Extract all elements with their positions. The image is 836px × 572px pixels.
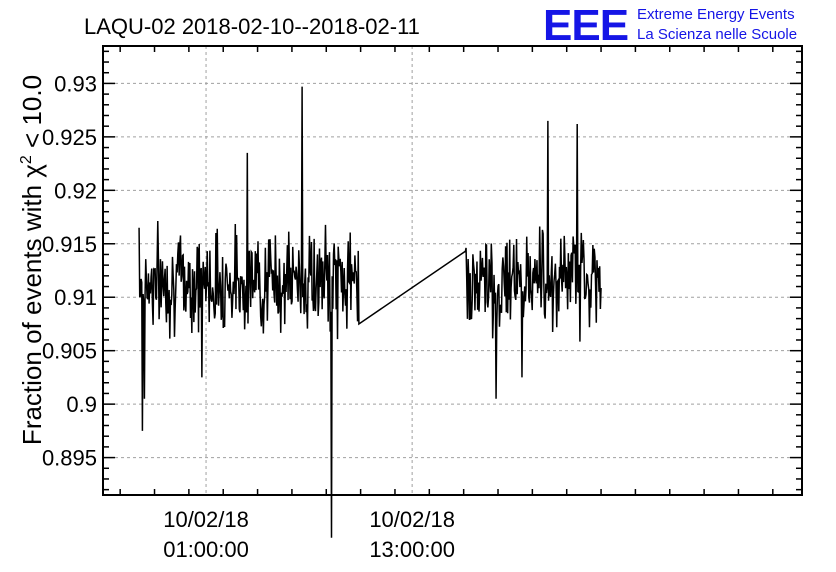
y-tick-label: 0.91 — [54, 285, 97, 310]
y-tick-label: 0.93 — [54, 71, 97, 96]
y-axis-label-suffix: < 10.0 — [17, 75, 47, 155]
plot-frame — [102, 45, 803, 496]
y-tick-label: 0.925 — [42, 125, 97, 150]
x-tick-labels: 10/02/18 01:00:00 10/02/18 13:00:00 — [163, 507, 455, 562]
x-tick-label-time: 01:00:00 — [163, 537, 249, 562]
data-series-line — [138, 86, 602, 538]
x-tick-label-date: 10/02/18 — [369, 507, 455, 532]
chart-title: LAQU-02 2018-02-10--2018-02-11 — [84, 14, 420, 39]
eee-logo-line2: La Scienza nelle Scuole — [637, 26, 797, 43]
y-axis-label-main: Fraction of events with χ — [17, 164, 47, 445]
axes — [102, 45, 803, 496]
y-tick-label: 0.915 — [42, 232, 97, 257]
eee-logo-line1: Extreme Energy Events — [637, 6, 795, 23]
x-tick-label-date: 10/02/18 — [163, 507, 249, 532]
y-tick-label: 0.905 — [42, 339, 97, 364]
eee-logo: EEE Extreme Energy Events La Scienza nel… — [543, 1, 797, 50]
x-tick-label-time: 13:00:00 — [369, 537, 455, 562]
series-layer — [138, 86, 602, 538]
y-tick-label: 0.92 — [54, 178, 97, 203]
y-axis-label: Fraction of events with χ2 < 10.0 — [17, 75, 47, 445]
y-tick-label: 0.895 — [42, 446, 97, 471]
y-axis-label-superscript: 2 — [18, 155, 35, 164]
eee-logo-letters: EEE — [543, 1, 628, 50]
y-tick-labels: 0.895 0.9 0.905 0.91 0.915 0.92 0.925 0.93 — [42, 71, 97, 470]
y-tick-label: 0.9 — [66, 392, 97, 417]
